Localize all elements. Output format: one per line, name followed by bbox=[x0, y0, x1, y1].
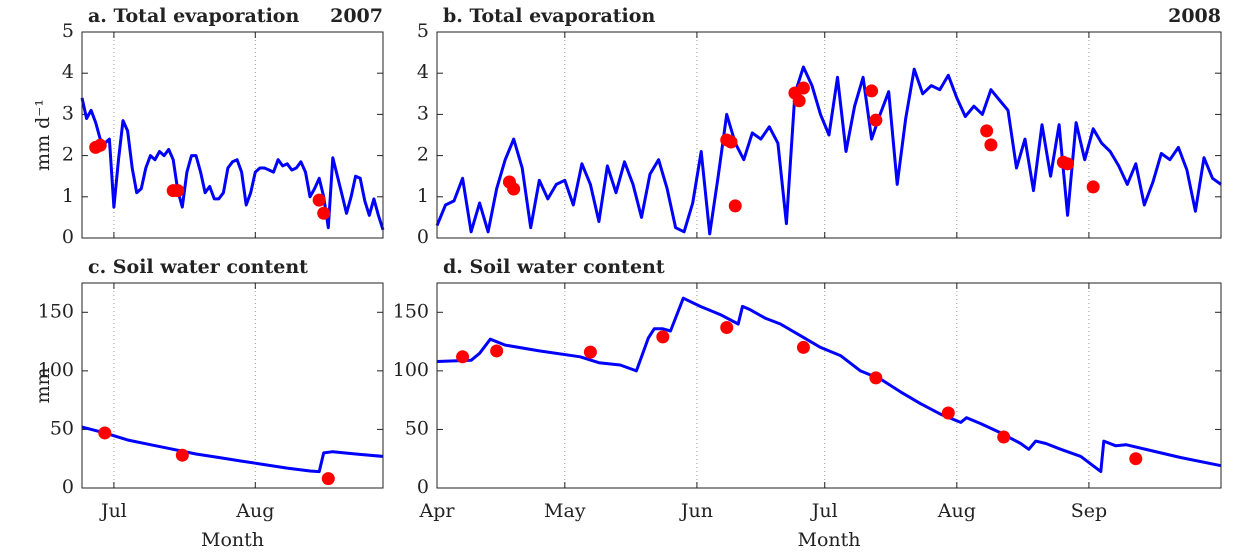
data-point bbox=[869, 113, 883, 127]
y-tick-label: 100 bbox=[38, 359, 74, 381]
x-tick-label: Aug bbox=[937, 500, 976, 522]
data-point bbox=[507, 182, 521, 196]
plot-area bbox=[82, 283, 383, 488]
y-axis-label: mm bbox=[32, 367, 54, 403]
data-point bbox=[583, 345, 597, 359]
y-tick-label: 2 bbox=[62, 144, 74, 166]
x-tick-label: Sep bbox=[1071, 500, 1107, 522]
x-tick-label: Apr bbox=[419, 500, 456, 522]
y-tick-label: 4 bbox=[62, 61, 74, 83]
data-point bbox=[175, 448, 189, 462]
data-point bbox=[98, 426, 112, 440]
x-axis-label: Month bbox=[797, 529, 860, 551]
plot-area bbox=[82, 32, 383, 238]
data-point bbox=[980, 124, 994, 138]
data-point bbox=[456, 350, 470, 364]
x-tick-label: Jun bbox=[679, 500, 713, 522]
data-point bbox=[869, 371, 883, 385]
y-tick-label: 0 bbox=[417, 226, 429, 248]
chart-title: a. Total evaporation bbox=[88, 5, 299, 27]
data-line bbox=[80, 97, 385, 231]
y-axis-label: mm d⁻¹ bbox=[32, 99, 54, 171]
y-tick-label: 0 bbox=[62, 226, 74, 248]
data-point bbox=[724, 135, 738, 149]
chart-title: c. Soil water content bbox=[88, 256, 308, 278]
data-point bbox=[1129, 452, 1143, 466]
data-point bbox=[93, 138, 107, 152]
y-tick-label: 3 bbox=[417, 102, 429, 124]
y-tick-label: 150 bbox=[393, 300, 429, 322]
y-tick-label: 4 bbox=[417, 61, 429, 83]
y-tick-label: 100 bbox=[393, 359, 429, 381]
data-line bbox=[435, 65, 1222, 236]
x-tick-label: May bbox=[544, 500, 586, 522]
data-point bbox=[171, 184, 185, 198]
data-point bbox=[796, 81, 810, 95]
data-point bbox=[984, 138, 998, 152]
y-tick-label: 5 bbox=[417, 20, 429, 42]
data-point bbox=[728, 199, 742, 213]
year-label: 2007 bbox=[330, 5, 383, 27]
data-point bbox=[796, 340, 810, 354]
data-point bbox=[490, 344, 504, 358]
data-point bbox=[941, 406, 955, 420]
year-label: 2008 bbox=[1168, 5, 1221, 27]
data-line bbox=[81, 425, 384, 474]
x-tick-label: Aug bbox=[235, 500, 274, 522]
data-point bbox=[1086, 180, 1100, 194]
x-axis-label: Month bbox=[201, 529, 264, 551]
x-tick-label: Jul bbox=[810, 500, 838, 522]
y-tick-label: 1 bbox=[62, 185, 74, 207]
data-point bbox=[312, 193, 326, 207]
plot-frame bbox=[436, 31, 1222, 239]
y-tick-label: 0 bbox=[417, 476, 429, 498]
data-point bbox=[1061, 157, 1075, 171]
y-tick-label: 0 bbox=[62, 476, 74, 498]
plot-frame bbox=[436, 282, 1222, 489]
data-point bbox=[865, 84, 879, 98]
y-tick-label: 1 bbox=[417, 185, 429, 207]
chart-title: b. Total evaporation bbox=[443, 5, 655, 27]
plot-frame bbox=[81, 282, 384, 489]
x-tick-label: Jul bbox=[99, 500, 127, 522]
data-point bbox=[997, 430, 1011, 444]
y-tick-label: 3 bbox=[62, 102, 74, 124]
data-point bbox=[321, 472, 335, 486]
data-point bbox=[317, 206, 331, 220]
y-tick-label: 5 bbox=[62, 20, 74, 42]
data-point bbox=[656, 330, 670, 344]
y-tick-label: 150 bbox=[38, 300, 74, 322]
data-point bbox=[792, 94, 806, 108]
y-tick-label: 2 bbox=[417, 144, 429, 166]
y-tick-label: 50 bbox=[50, 417, 74, 439]
y-tick-label: 50 bbox=[405, 417, 429, 439]
plot-area bbox=[437, 283, 1221, 488]
chart-title: d. Soil water content bbox=[443, 256, 665, 278]
data-line bbox=[436, 296, 1222, 474]
plot-frame bbox=[81, 31, 384, 239]
data-point bbox=[720, 321, 734, 335]
